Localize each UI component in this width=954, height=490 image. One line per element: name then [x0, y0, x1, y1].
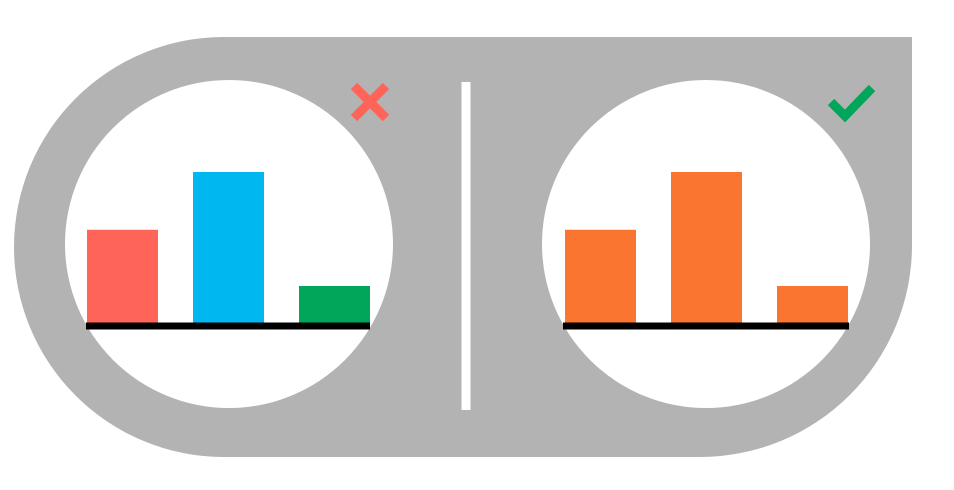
bar-1: [565, 229, 636, 324]
bar-3: [299, 286, 370, 324]
panel-right: [542, 80, 876, 408]
cross-icon: [350, 82, 390, 122]
bar-chart-wrong: [87, 172, 370, 324]
bar-2: [193, 172, 264, 324]
panel-wrong: [65, 80, 393, 408]
bar-2: [671, 172, 742, 324]
check-icon: [827, 84, 876, 123]
bar-3: [777, 286, 848, 324]
bar-chart-right: [565, 172, 848, 324]
bar-1: [87, 229, 158, 324]
